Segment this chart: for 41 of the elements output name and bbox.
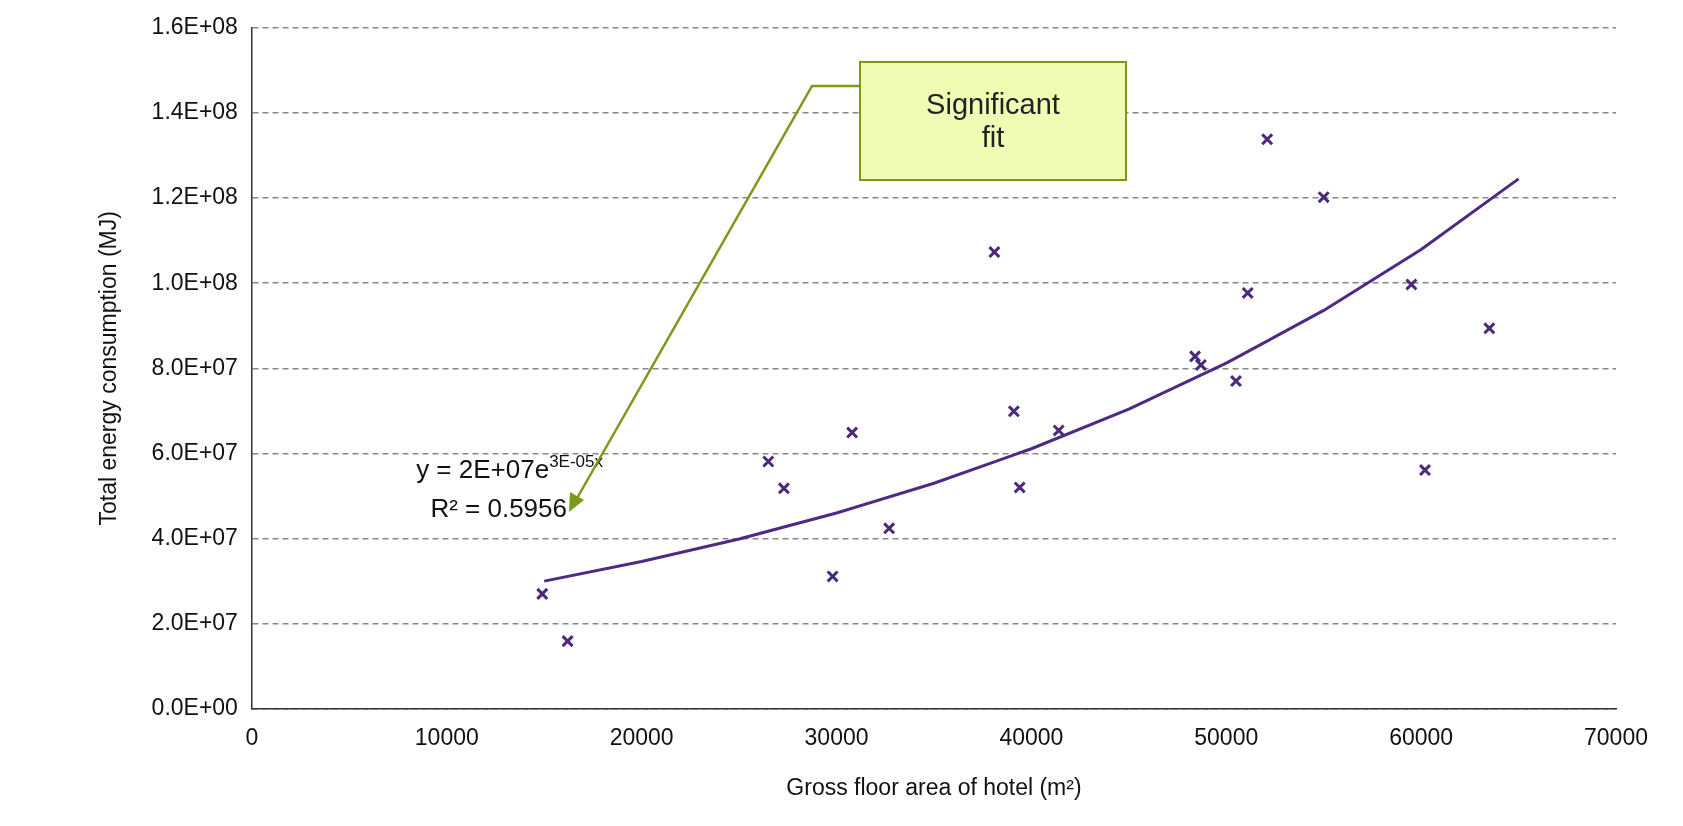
y-tick-label: 6.0E+07: [151, 438, 238, 465]
point: [1260, 132, 1274, 146]
y-tick-label: 2.0E+07: [151, 609, 238, 636]
x-tick-label: 20000: [609, 723, 674, 750]
y-tick-label: 8.0E+07: [151, 353, 238, 380]
point: [1229, 374, 1243, 388]
point: [1418, 463, 1432, 477]
y-tick-label: 1.6E+08: [151, 13, 238, 40]
point: [845, 426, 859, 440]
x-tick-label: 50000: [1194, 723, 1259, 750]
point: [1188, 349, 1202, 363]
point: [761, 455, 775, 468]
point: [1052, 423, 1066, 437]
point: [1241, 286, 1255, 300]
point: [777, 481, 791, 495]
x-tick-label: 60000: [1389, 723, 1454, 750]
annotation: R² = 0.5956: [430, 493, 567, 523]
point: [1194, 358, 1208, 372]
y-tick-label: 0.0E+00: [151, 694, 238, 721]
point: [561, 634, 575, 648]
x-axis-title: Gross floor area of hotel (m²): [786, 773, 1082, 800]
point: [826, 569, 840, 583]
x-tick-label: 0: [245, 723, 259, 750]
point: [1482, 321, 1496, 335]
point: [882, 521, 896, 535]
point: [1007, 404, 1021, 418]
point: [987, 245, 1001, 259]
point: [1317, 190, 1331, 204]
y-tick-label: 1.2E+08: [151, 183, 238, 210]
x-tick-label: 40000: [999, 723, 1064, 750]
x-tick-label: 30000: [804, 723, 869, 750]
y-axis-title: Total energy consumption (MJ): [95, 211, 122, 526]
x-tick-label: 70000: [1584, 723, 1648, 750]
y-tick-label: 1.0E+08: [151, 268, 238, 295]
y-tick-label: 1.4E+08: [151, 98, 238, 125]
y-tick-label: 4.0E+07: [151, 523, 238, 550]
point: [1013, 481, 1027, 494]
callout-box: Significant fit: [859, 61, 1127, 181]
point: [1404, 278, 1418, 291]
point: [535, 587, 549, 601]
x-tick-label: 10000: [414, 723, 479, 750]
